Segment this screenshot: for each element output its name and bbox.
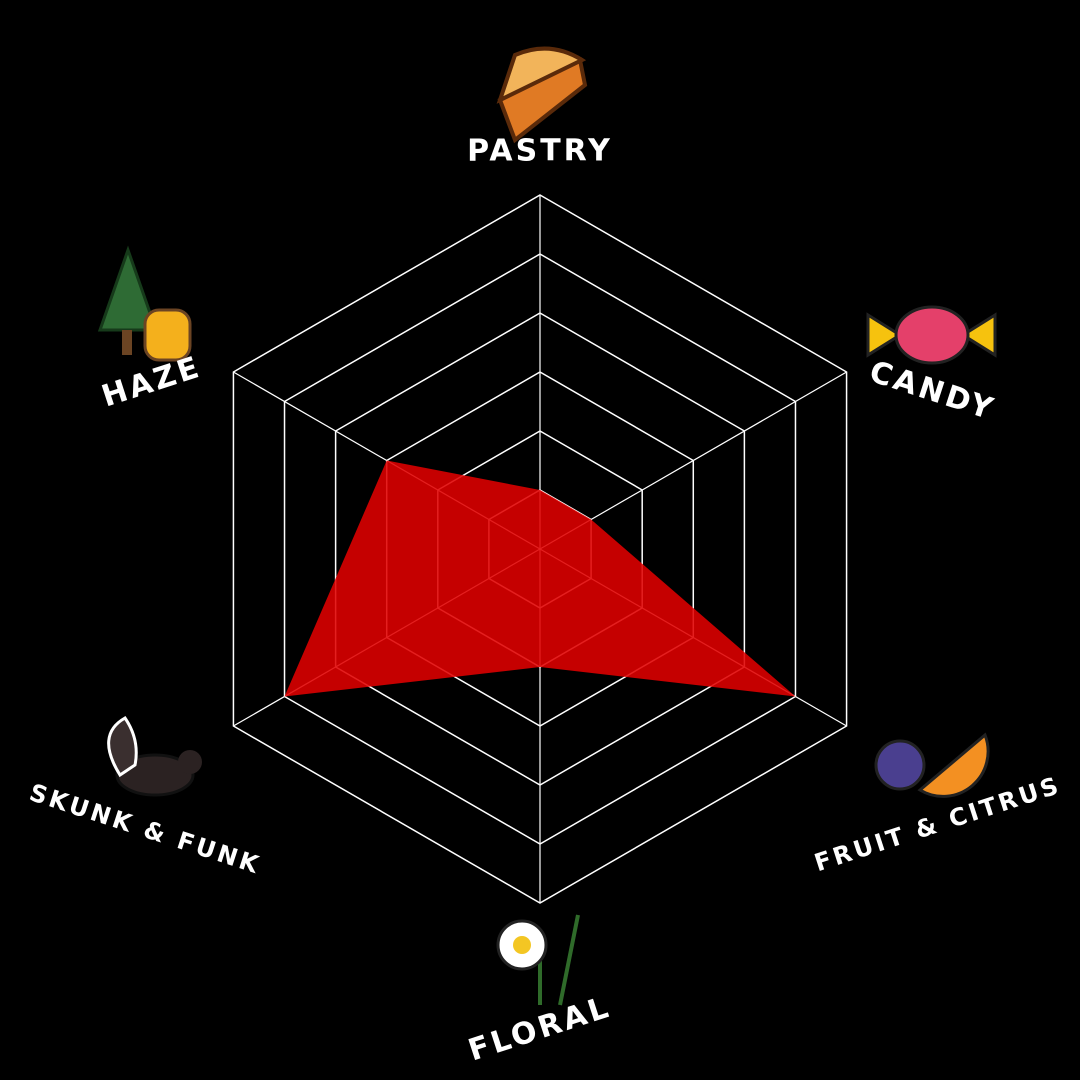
skunk-icon <box>107 716 202 797</box>
floral-icon <box>496 914 580 1006</box>
axis-label: PASTRY <box>467 134 613 169</box>
data-area <box>284 460 796 697</box>
area-layer <box>284 460 796 697</box>
pastry-icon <box>496 46 588 144</box>
fruit-icon <box>874 732 990 798</box>
haze-icon <box>97 245 192 362</box>
candy-icon <box>866 305 997 365</box>
